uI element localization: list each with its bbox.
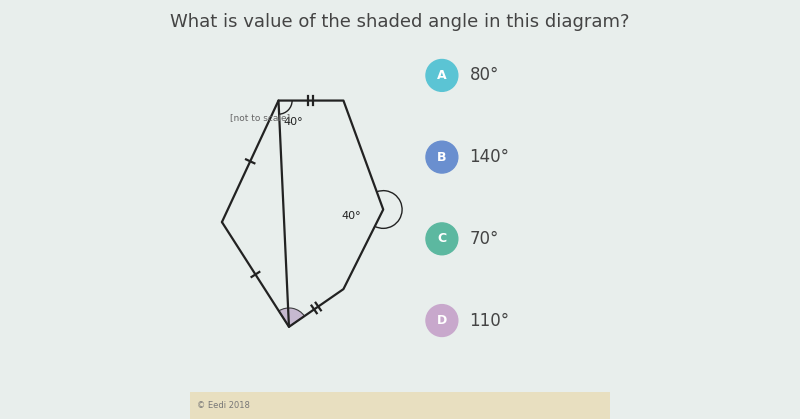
Circle shape: [426, 59, 458, 91]
Circle shape: [426, 141, 458, 173]
Text: 40°: 40°: [342, 211, 361, 221]
Text: 70°: 70°: [470, 230, 499, 248]
Text: B: B: [437, 150, 446, 164]
Text: [not to scale]: [not to scale]: [230, 113, 290, 122]
Circle shape: [426, 223, 458, 255]
Text: 140°: 140°: [470, 148, 510, 166]
Text: © Eedi 2018: © Eedi 2018: [197, 401, 250, 410]
Text: 110°: 110°: [470, 312, 510, 329]
FancyBboxPatch shape: [190, 392, 610, 419]
Text: D: D: [437, 314, 447, 327]
Text: C: C: [438, 232, 446, 246]
Text: A: A: [437, 69, 446, 82]
Circle shape: [426, 305, 458, 336]
Text: 80°: 80°: [470, 67, 499, 84]
Wedge shape: [279, 308, 305, 327]
Text: What is value of the shaded angle in this diagram?: What is value of the shaded angle in thi…: [170, 13, 630, 31]
Text: 40°: 40°: [283, 117, 303, 127]
